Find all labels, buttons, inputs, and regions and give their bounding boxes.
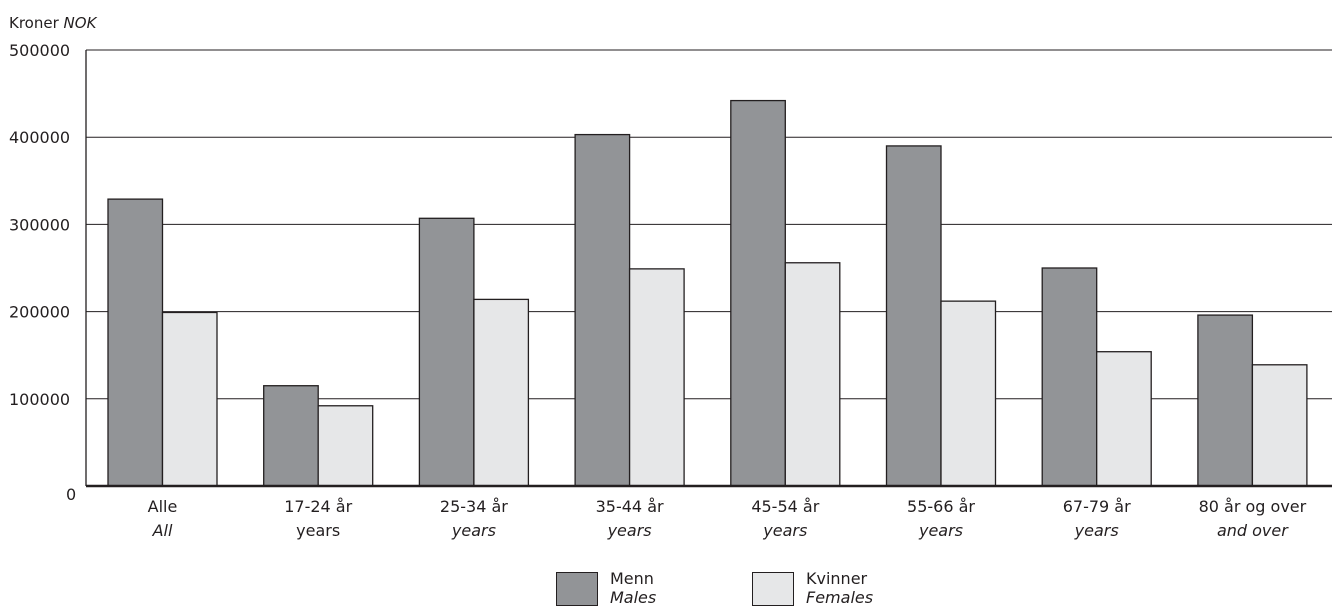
y-tick-label: 500000	[9, 41, 70, 60]
legend-item-menn: Menn Males	[556, 569, 656, 607]
legend-swatch-kvinner	[752, 572, 794, 606]
x-tick-label-bottom: years	[296, 521, 340, 540]
bar-kvinner-0	[161, 311, 218, 487]
y-axis-title-main: Kroner	[9, 14, 59, 32]
legend-label-kvinner: Kvinner	[806, 569, 868, 588]
x-tick-label-top: 25-34 år	[440, 497, 508, 516]
x-tick-label-bottom: years	[1074, 521, 1119, 540]
bar-menn-7	[1197, 314, 1254, 487]
legend-label-females: Females	[806, 588, 874, 607]
x-tick-label-top: Alle	[148, 497, 178, 516]
bar-chart: 0 100000 200000 300000 400000 500000 Alle All 1…	[9, 41, 1332, 540]
x-axis-labels: Alle All 17-24 år years 25-34 år years 35-44 å…	[148, 497, 1307, 540]
x-tick-label-bottom: All	[152, 521, 173, 540]
legend-item-kvinner: Kvinner Females	[752, 569, 873, 607]
x-tick-label-bottom: years	[607, 521, 652, 540]
legend-label-menn: Menn	[610, 569, 654, 588]
x-tick-label-top: 67-79 år	[1063, 497, 1131, 516]
bar-kvinner-6	[1096, 351, 1152, 487]
y-tick-label: 400000	[9, 128, 70, 147]
y-tick-label: 200000	[9, 303, 70, 322]
y-tick-label: 300000	[9, 215, 70, 234]
x-tick-label-top: 55-66 år	[907, 497, 975, 516]
bar-kvinner-2	[473, 298, 530, 487]
bar-kvinner-5	[940, 300, 997, 487]
x-tick-label-bottom: years	[762, 521, 807, 540]
y-tick-label: 100000	[9, 390, 70, 409]
grid-lines	[86, 49, 1332, 400]
x-tick-label-bottom: years	[451, 521, 496, 540]
x-tick-label-bottom: and over	[1217, 521, 1289, 540]
bar-kvinner-1	[317, 405, 374, 487]
bar-menn-4	[730, 99, 786, 487]
legend-swatch-menn	[556, 572, 598, 606]
y-axis-title-italic: NOK	[63, 14, 97, 32]
y-axis-ticks: 0 100000 200000 300000 400000 500000	[9, 41, 76, 504]
legend-label-males: Males	[610, 588, 657, 607]
x-tick-label-top: 35-44 år	[596, 497, 664, 516]
bar-menn-0	[107, 198, 164, 487]
x-tick-label-top: 80 år og over	[1199, 497, 1307, 516]
y-tick-label: 0	[66, 485, 76, 504]
bar-menn-5	[885, 145, 942, 487]
x-tick-label-top: 45-54 år	[751, 497, 819, 516]
axes	[85, 50, 1332, 488]
bar-series	[107, 99, 1308, 487]
bar-menn-3	[574, 133, 631, 487]
bar-menn-1	[263, 385, 319, 487]
x-tick-label-top: 17-24 år	[284, 497, 352, 516]
bar-menn-2	[418, 217, 475, 487]
bar-kvinner-4	[784, 262, 841, 487]
legend: Menn Males Kvinner Females	[0, 569, 1332, 612]
bar-kvinner-7	[1251, 364, 1308, 487]
y-axis-title: Kroner NOK	[9, 14, 96, 32]
x-tick-label-bottom: years	[918, 521, 963, 540]
bar-menn-6	[1041, 267, 1098, 487]
bar-kvinner-3	[628, 268, 685, 487]
